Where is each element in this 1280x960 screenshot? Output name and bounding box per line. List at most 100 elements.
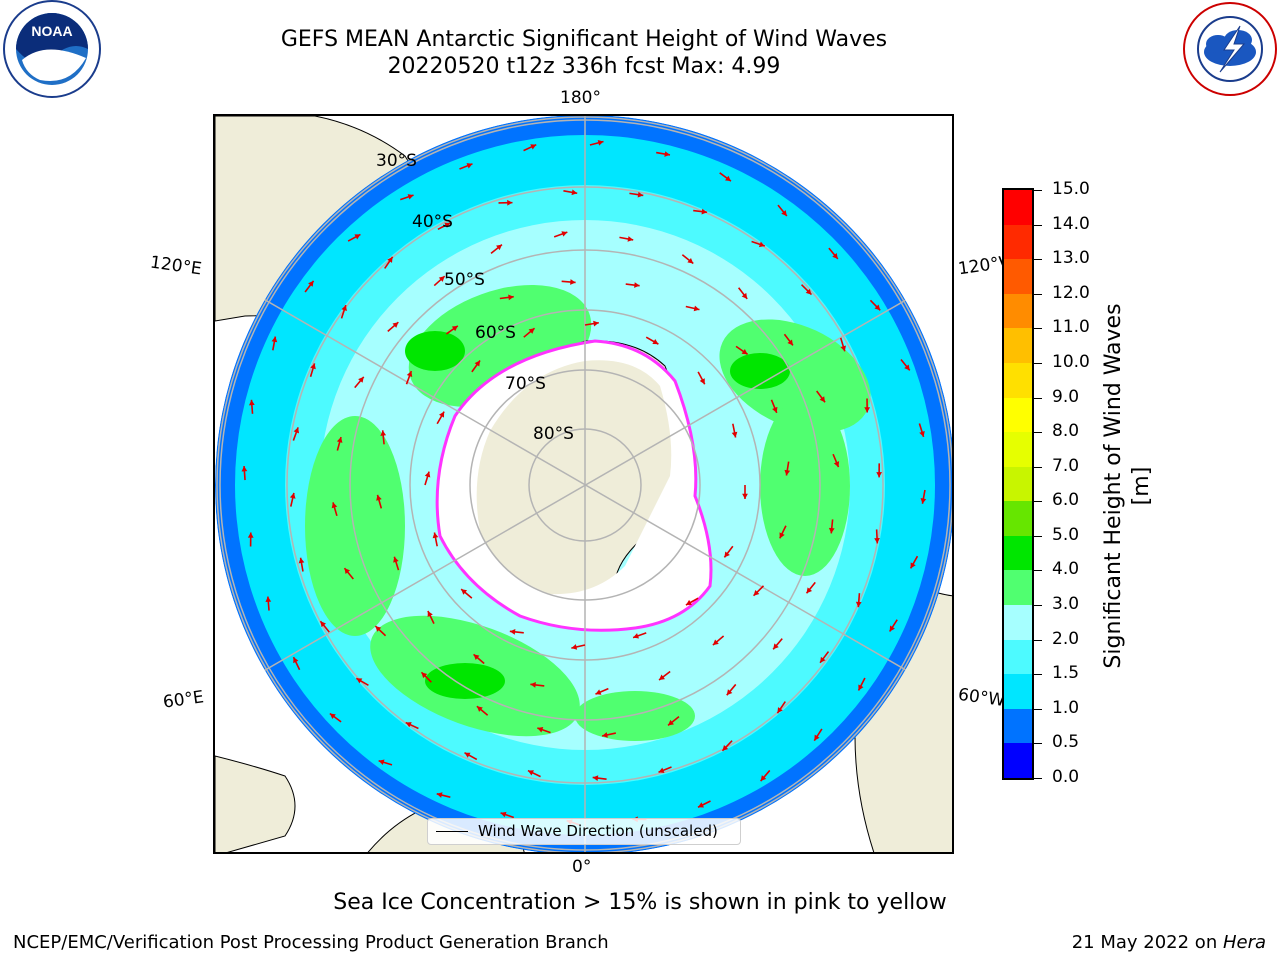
wave-arrow-head <box>637 191 644 198</box>
wave-arrow-head <box>451 325 458 332</box>
colorbar-segment <box>1004 604 1032 640</box>
wave-arrow-head <box>627 236 634 242</box>
colorbar-tick-label: 3.0 <box>1052 594 1080 615</box>
wave-arrow-head <box>265 596 272 603</box>
colorbar-tick <box>1034 778 1042 779</box>
colorbar-tick-label: 9.0 <box>1052 386 1080 407</box>
wave-arrow-head <box>380 430 387 436</box>
wave-arrow-head <box>464 752 471 758</box>
wave-arrow-head <box>248 399 255 406</box>
map-legend: Wind Wave Direction (unscaled) <box>427 818 741 845</box>
colorbar-tick <box>1034 259 1042 261</box>
wave-arrow-head <box>597 140 604 146</box>
wave-arrow-head <box>919 431 925 437</box>
wave-arrow-head <box>787 339 793 346</box>
colorbar-segment <box>1004 258 1032 294</box>
chart-title: GEFS MEAN Antarctic Significant Height o… <box>280 27 888 52</box>
lat-label-40s: 40°S <box>412 212 453 232</box>
colorbar-tick <box>1034 328 1042 330</box>
wave-arrow-head <box>473 654 480 660</box>
colorbar-segment <box>1004 742 1032 778</box>
wave-arrow-head <box>571 644 578 650</box>
colorbar-tick-label: 8.0 <box>1052 421 1080 442</box>
wave-arrow-head <box>659 674 665 681</box>
colorbar-tick <box>1034 708 1042 710</box>
colorbar-segment <box>1004 639 1032 675</box>
colorbar-segment <box>1004 327 1032 363</box>
wave-arrow-head <box>561 231 568 237</box>
wave-arrow-head <box>593 320 599 327</box>
wave-arrow-head <box>731 431 738 438</box>
wave-arrow-head <box>806 587 813 594</box>
wave-arrow-head <box>421 672 428 679</box>
wave-arrow-head <box>509 629 516 635</box>
wave-arrow-head <box>344 568 351 575</box>
wave-arrow-head <box>570 279 576 285</box>
colorbar-tick <box>1034 224 1042 226</box>
wave-arrow-head <box>378 759 385 766</box>
wave-arrow-head <box>354 234 361 240</box>
wave-arrow-head <box>376 494 382 501</box>
lat-label-70s: 70°S <box>505 374 546 394</box>
wave-arrow-head <box>444 222 451 228</box>
colorbar-segment <box>1004 708 1032 744</box>
colorbar-tick-label: 0.5 <box>1052 732 1080 753</box>
wave-arrow-head <box>668 719 674 726</box>
wave-arrow-head <box>687 257 694 264</box>
wave-arrow-head <box>855 601 862 608</box>
colorbar-tick <box>1034 190 1042 191</box>
colorbar-tick-label: 4.0 <box>1052 559 1080 580</box>
wave-arrow-head <box>858 684 864 691</box>
wave-arrow-head <box>784 469 791 476</box>
wave-arrow-head <box>476 706 483 712</box>
wave-arrow-head <box>336 437 343 443</box>
wave-arrow-head <box>634 282 640 288</box>
wave-arrow-head <box>466 163 473 169</box>
wave-arrow-head <box>701 208 708 215</box>
colorbar-tick <box>1034 293 1042 295</box>
noaa-logo: NOAA <box>0 0 105 100</box>
colorbar-tick <box>1034 570 1042 572</box>
colorbar-tick-label: 13.0 <box>1052 248 1090 269</box>
wave-arrow-head <box>833 461 840 468</box>
lon-label-60w: 60°W <box>956 684 1007 712</box>
lon-label-60e: 60°E <box>161 687 206 713</box>
wave-arrow-head <box>507 199 513 206</box>
wave-arrow-head <box>602 732 608 738</box>
wave-arrow-head <box>741 292 748 299</box>
colorbar-segment <box>1004 362 1032 398</box>
colorbar-tick-label: 6.0 <box>1052 490 1080 511</box>
wave-arrow-head <box>405 722 412 728</box>
colorbar-segment <box>1004 189 1032 225</box>
colorbar-tick <box>1034 535 1042 537</box>
credit-line: NCEP/EMC/Verification Post Processing Pr… <box>13 932 609 953</box>
wave-arrow-head <box>298 557 305 564</box>
colorbar-tick <box>1034 743 1042 745</box>
colorbar-tick-label: 2.0 <box>1052 628 1080 649</box>
wave-arrow-head <box>438 276 445 282</box>
wave-arrow-head <box>331 502 338 509</box>
wave-arrow-head <box>828 527 835 534</box>
wave-arrow-head <box>814 734 820 741</box>
colorbar-segment <box>1004 466 1032 502</box>
colorbar-segment <box>1004 397 1032 433</box>
colorbar-tick <box>1034 397 1042 399</box>
wave-arrow-head <box>760 775 767 782</box>
wave-arrow-head <box>658 767 665 773</box>
machine-name: Hera <box>1222 932 1266 953</box>
wave-arrow-head <box>874 304 881 311</box>
wave-arrow-head <box>427 610 433 617</box>
sea-ice-note: Sea Ice Concentration > 15% is shown in … <box>333 890 947 915</box>
wave-arrow-head <box>742 493 748 499</box>
wave-arrow-head <box>874 538 880 544</box>
wave-arrow-head <box>341 305 347 311</box>
colorbar-segment <box>1004 224 1032 260</box>
wave-arrow-head <box>406 371 413 377</box>
wave-arrow-head <box>320 621 327 628</box>
wave-arrow-head <box>726 689 733 696</box>
wave-arrow-head <box>310 363 316 370</box>
colorbar-tick <box>1034 466 1042 468</box>
wave-arrow-head <box>693 305 700 312</box>
legend-line-swatch <box>436 831 468 832</box>
wave-arrow-head <box>832 253 838 259</box>
